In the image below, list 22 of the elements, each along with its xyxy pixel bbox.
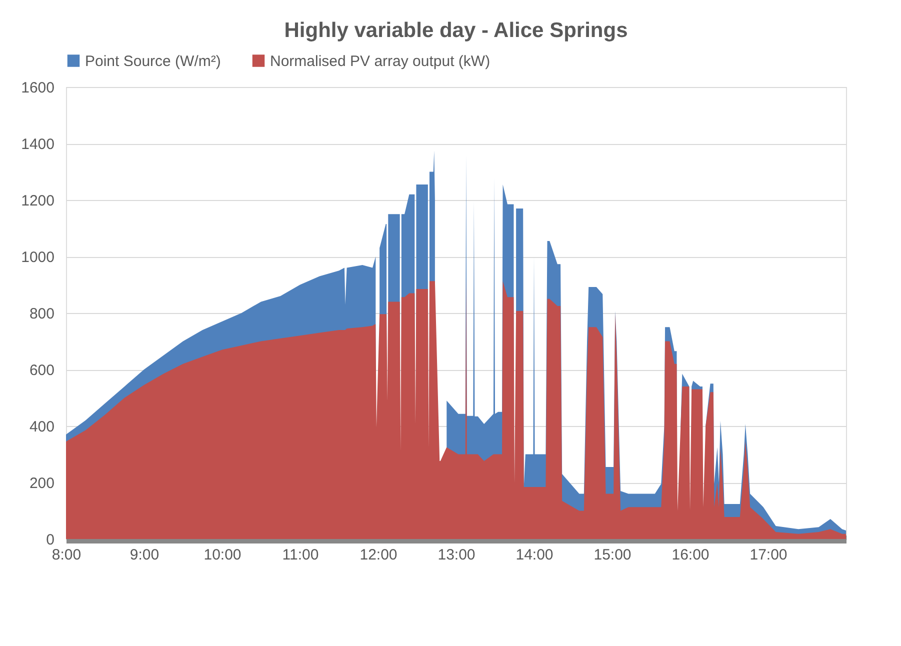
x-tick-label: 16:00	[672, 546, 710, 564]
legend-label: Normalised PV array output (kW)	[270, 52, 490, 70]
legend-label: Point Source (W/m²)	[85, 52, 221, 70]
x-tick-label: 14:00	[516, 546, 554, 564]
y-tick-label: 200	[29, 475, 54, 492]
x-tick-label: 8:00	[52, 546, 82, 564]
y-tick-label: 1600	[21, 80, 54, 96]
x-tick-label: 9:00	[130, 546, 160, 564]
y-tick-label: 800	[29, 306, 54, 322]
y-tick-label: 400	[29, 418, 54, 436]
x-tick-label: 12:00	[360, 546, 398, 564]
x-tick-label: 17:00	[750, 546, 788, 564]
x-tick-label: 11:00	[282, 546, 319, 564]
chart-title: Highly variable day - Alice Springs	[284, 19, 628, 42]
y-tick-label: 1200	[21, 192, 54, 210]
x-tick-label: 10:00	[204, 546, 242, 564]
x-tick-label: 15:00	[594, 546, 632, 564]
y-tick-label: 600	[29, 362, 54, 379]
y-tick-label: 0	[46, 532, 54, 548]
y-tick-label: 1400	[21, 136, 54, 153]
x-tick-label: 13:00	[438, 546, 476, 564]
y-tick-label: 1000	[21, 249, 54, 266]
